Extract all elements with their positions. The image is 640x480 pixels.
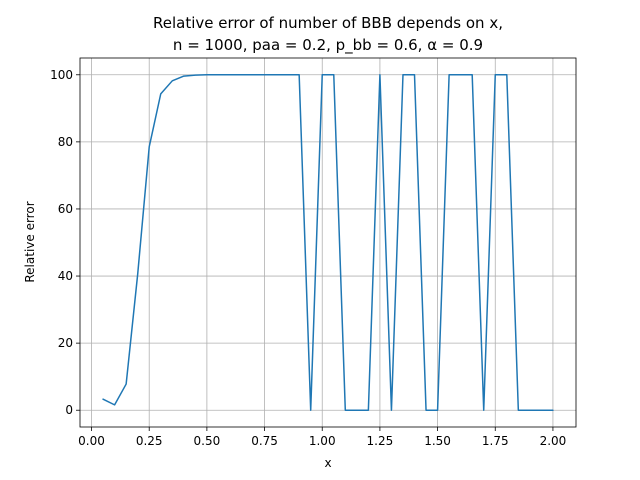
x-tick-label: 0.00: [78, 434, 105, 448]
series-layer: [102, 74, 554, 411]
x-tick-label: 1.00: [309, 434, 336, 448]
y-tick-label: 80: [58, 135, 73, 149]
x-tick-label: 0.75: [251, 434, 278, 448]
plot-frame: [79, 57, 577, 428]
x-tick-label: 1.75: [482, 434, 509, 448]
x-tick-label: 0.25: [136, 434, 163, 448]
x-tick-label: 0.50: [194, 434, 221, 448]
x-tick-label: 1.25: [367, 434, 394, 448]
y-tick-label: 0: [65, 403, 73, 417]
y-tick-label: 20: [58, 336, 73, 350]
x-tick-label: 1.50: [424, 434, 451, 448]
series-line-0: [102, 74, 554, 411]
y-tick-label: 60: [58, 202, 73, 216]
y-tick-label: 100: [50, 68, 73, 82]
y-axis-label: Relative error: [23, 201, 37, 282]
y-tick-label: 40: [58, 269, 73, 283]
x-axis-label: x: [324, 456, 331, 470]
x-tick-label: 2.00: [540, 434, 567, 448]
chart-title-line1: Relative error of number of BBB depends …: [153, 14, 503, 32]
axis-ticks: 0.00 0.25 0.50 0.75 1.00 1.25 1.50 1.75 2.00 0 20 4…: [50, 68, 566, 448]
chart-title-line2: n = 1000, paa = 0.2, p_bb = 0.6, α = 0.9: [173, 36, 483, 55]
